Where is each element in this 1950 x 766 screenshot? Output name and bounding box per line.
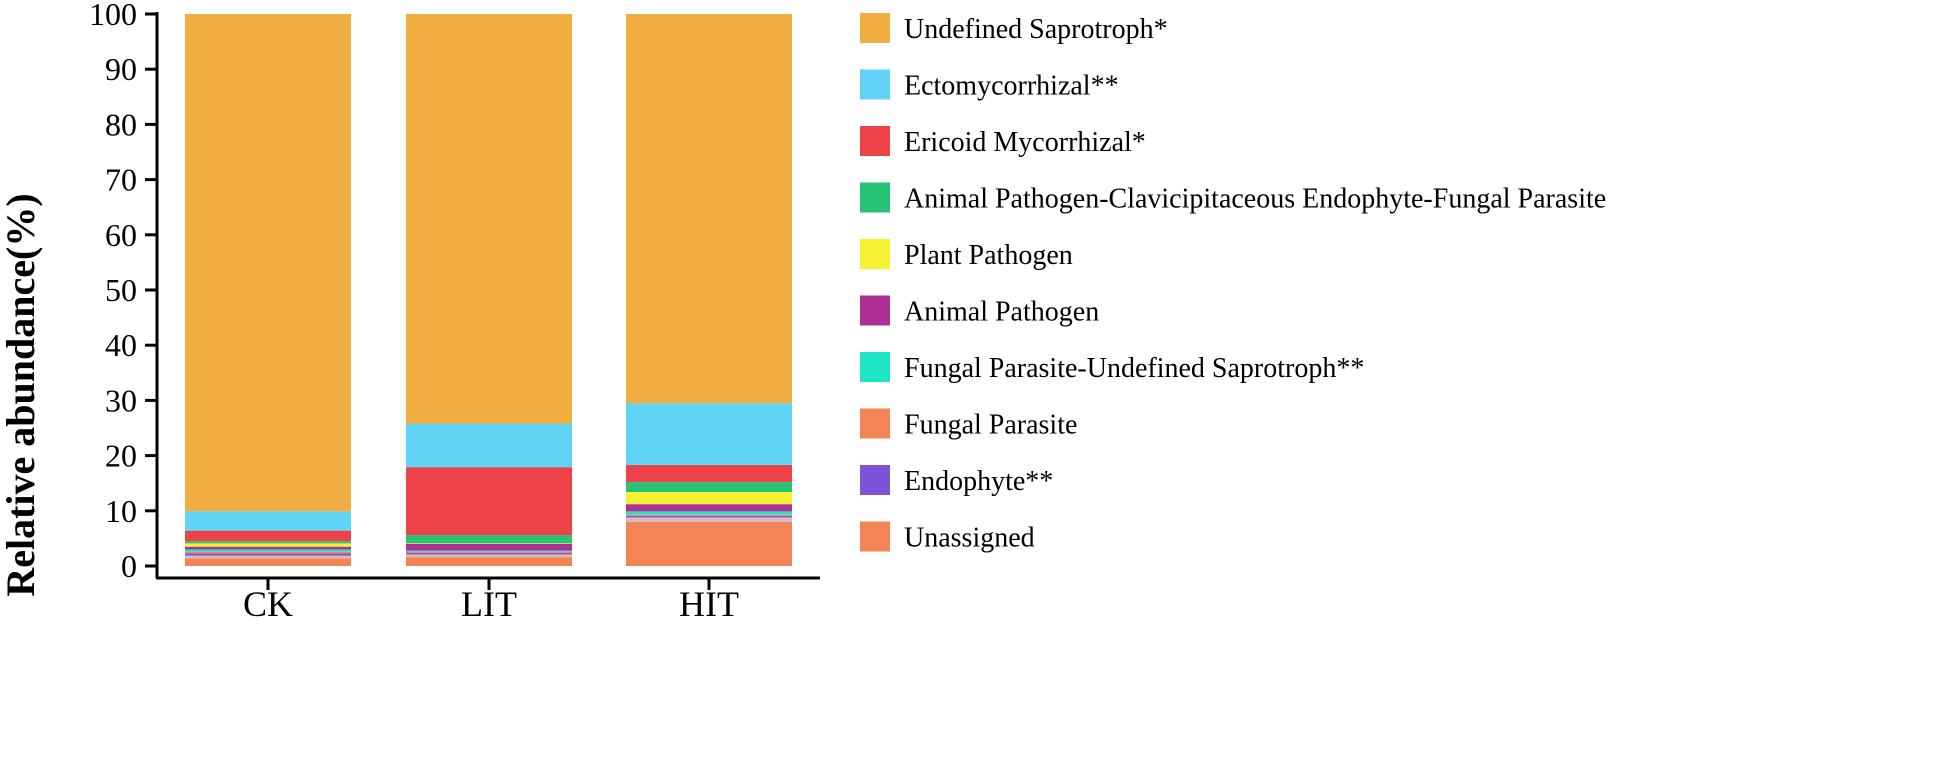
- y-tick-label-0: 0: [121, 548, 137, 584]
- x-tick-label-ck: CK: [243, 584, 293, 624]
- bar-segment-lit-8: [406, 467, 572, 536]
- y-tick-label-80: 80: [105, 106, 137, 142]
- y-tick-label-20: 20: [105, 438, 137, 474]
- y-tick-label-90: 90: [105, 51, 137, 87]
- y-tick-label-50: 50: [105, 272, 137, 308]
- bar-segment-lit-1: [406, 554, 572, 558]
- legend-label-1: Ectomycorrhizal**: [904, 71, 1119, 102]
- bar-segment-lit-4: [406, 550, 572, 552]
- bar-segment-ck-0: [185, 558, 351, 566]
- legend: Undefined Saprotroph* Ectomycorrhizal** Er…: [860, 13, 1606, 554]
- bar-segment-ck-4: [185, 549, 351, 552]
- legend-swatch-9: [860, 521, 890, 552]
- bar-segment-lit-5: [406, 543, 572, 551]
- bar-segment-hit-1: [626, 517, 792, 522]
- legend-swatch-4: [860, 239, 890, 269]
- legend-swatch-8: [860, 465, 890, 495]
- legend-swatch-7: [860, 408, 890, 439]
- bar-segment-ck-6: [185, 543, 351, 547]
- bar-segment-lit-2: [406, 552, 572, 555]
- y-tick-label-30: 30: [105, 382, 137, 418]
- legend-swatch-0: [860, 13, 890, 43]
- bar-segment-hit-7: [626, 482, 792, 493]
- legend-label-8: Endophyte**: [904, 466, 1053, 497]
- bar-segment-ck-2: [185, 553, 351, 556]
- legend-label-3: Animal Pathogen-Clavicipitaceous Endophy…: [904, 184, 1606, 215]
- legend-label-0: Undefined Saprotroph*: [904, 14, 1168, 45]
- legend-label-7: Fungal Parasite: [904, 410, 1077, 441]
- legend-swatch-2: [860, 126, 890, 156]
- bar-segment-ck-9: [185, 511, 351, 531]
- bar-segment-ck-10: [185, 14, 351, 512]
- bar-segment-lit-3: [406, 551, 572, 553]
- bar-segment-ck-7: [185, 541, 351, 544]
- legend-swatch-5: [860, 295, 890, 326]
- y-tick-label-100: 100: [89, 0, 137, 32]
- bar-segment-lit-0: [406, 557, 572, 566]
- bar-segment-lit-9: [406, 423, 572, 468]
- legend-swatch-1: [860, 69, 890, 100]
- bar-segment-hit-6: [626, 492, 792, 505]
- y-tick-label-60: 60: [105, 217, 137, 253]
- y-axis-title: Relative abundance(%): [0, 193, 43, 596]
- legend-label-9: Unassigned: [904, 523, 1035, 554]
- bar-segment-ck-5: [185, 546, 351, 550]
- y-tick-label-10: 10: [105, 493, 137, 529]
- y-tick-label-40: 40: [105, 327, 137, 363]
- axes-group: 0 10 20 30 40 50 60 70 80 90 100 CK LIT HIT: [89, 0, 820, 624]
- bar-segment-hit-9: [626, 403, 792, 465]
- bar-segment-hit-10: [626, 14, 792, 404]
- legend-label-2: Ericoid Mycorrhizal*: [904, 127, 1146, 158]
- x-tick-label-lit: LIT: [461, 584, 517, 624]
- bar-segment-lit-6: [406, 543, 572, 544]
- legend-label-6: Fungal Parasite-Undefined Saprotroph**: [904, 353, 1364, 384]
- bar-segment-lit-7: [406, 535, 572, 544]
- legend-swatch-6: [860, 352, 890, 382]
- bar-segment-hit-5: [626, 504, 792, 512]
- legend-swatch-3: [860, 182, 890, 213]
- bar-segment-ck-8: [185, 530, 351, 542]
- bar-segment-ck-3: [185, 551, 351, 554]
- bar-segment-hit-0: [626, 521, 792, 566]
- bars-group: [185, 14, 792, 566]
- bar-segment-ck-1: [185, 555, 351, 559]
- bar-segment-hit-8: [626, 464, 792, 483]
- bar-segment-hit-3: [626, 514, 792, 516]
- bar-segment-hit-4: [626, 511, 792, 515]
- legend-label-5: Animal Pathogen: [904, 297, 1099, 328]
- bar-segment-lit-10: [406, 14, 572, 424]
- legend-label-4: Plant Pathogen: [904, 240, 1073, 271]
- bar-segment-hit-2: [626, 515, 792, 518]
- y-tick-label-70: 70: [105, 162, 137, 198]
- x-tick-label-hit: HIT: [679, 584, 739, 624]
